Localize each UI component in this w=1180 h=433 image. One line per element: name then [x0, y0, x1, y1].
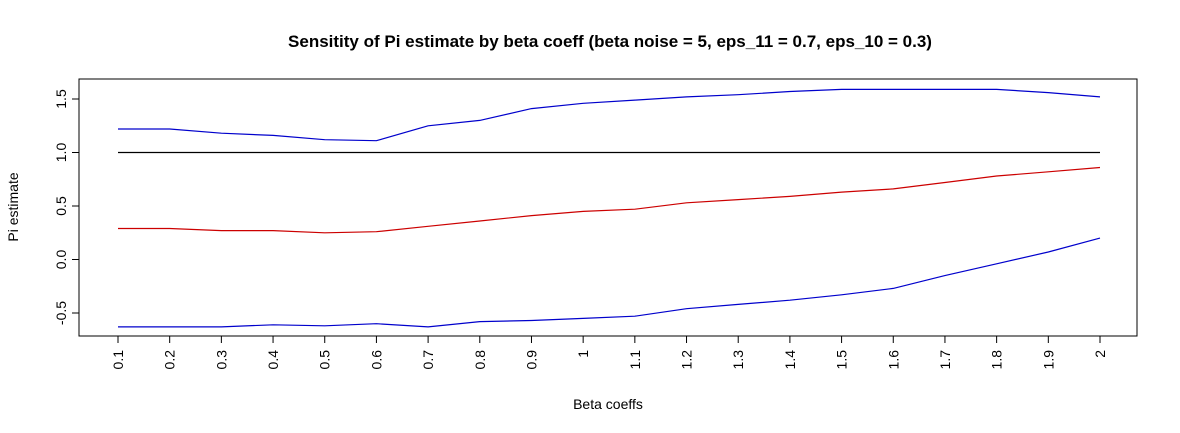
x-tick-label: 0.9	[523, 350, 539, 370]
y-tick-label: 0.5	[53, 196, 69, 216]
x-tick-label: 0.7	[420, 350, 436, 370]
x-tick-label: 1.5	[834, 350, 850, 370]
y-tick-label: 1.0	[53, 143, 69, 163]
chart-title: Sensitity of Pi estimate by beta coeff (…	[288, 32, 932, 51]
x-tick-label: 1.8	[989, 350, 1005, 370]
x-tick-label: 1.7	[937, 350, 953, 370]
series-line-1	[118, 88, 1101, 142]
x-tick-label: 1.3	[730, 350, 746, 370]
x-axis: 0.1 0.2 0.3 0.4 0.5 0.6 0.7 0.8 0.9 1 1.1 1.2 1.3 1.4…	[110, 335, 1108, 370]
x-tick-label: 0.4	[265, 350, 281, 370]
series-group	[118, 88, 1101, 328]
series-line-3	[118, 166, 1101, 234]
x-tick-label: 1.4	[782, 350, 798, 370]
y-tick-label: -0.5	[53, 301, 69, 325]
x-tick-label: 0.1	[110, 350, 126, 370]
x-tick-label: 0.5	[317, 350, 333, 370]
x-tick-label: 0.8	[472, 350, 488, 370]
y-tick-label: 1.5	[53, 89, 69, 109]
x-tick-label: 1.6	[885, 350, 901, 370]
x-tick-label: 0.6	[368, 350, 384, 370]
x-tick-label: 0.3	[213, 350, 229, 370]
series-line-4	[118, 237, 1101, 328]
x-axis-label: Beta coeffs	[573, 396, 643, 412]
x-tick-label: 1	[575, 350, 591, 358]
x-tick-label: 0.2	[162, 350, 178, 370]
x-tick-label: 2	[1092, 350, 1108, 358]
plot-area-frame	[78, 78, 1138, 337]
y-axis: -0.5 0.0 0.5 1.0 1.5	[53, 89, 80, 325]
x-tick-label: 1.1	[627, 350, 643, 370]
y-axis-label: Pi estimate	[5, 172, 21, 241]
x-tick-label: 1.9	[1040, 350, 1056, 370]
x-tick-label: 1.2	[679, 350, 695, 370]
y-tick-label: 0.0	[53, 250, 69, 270]
